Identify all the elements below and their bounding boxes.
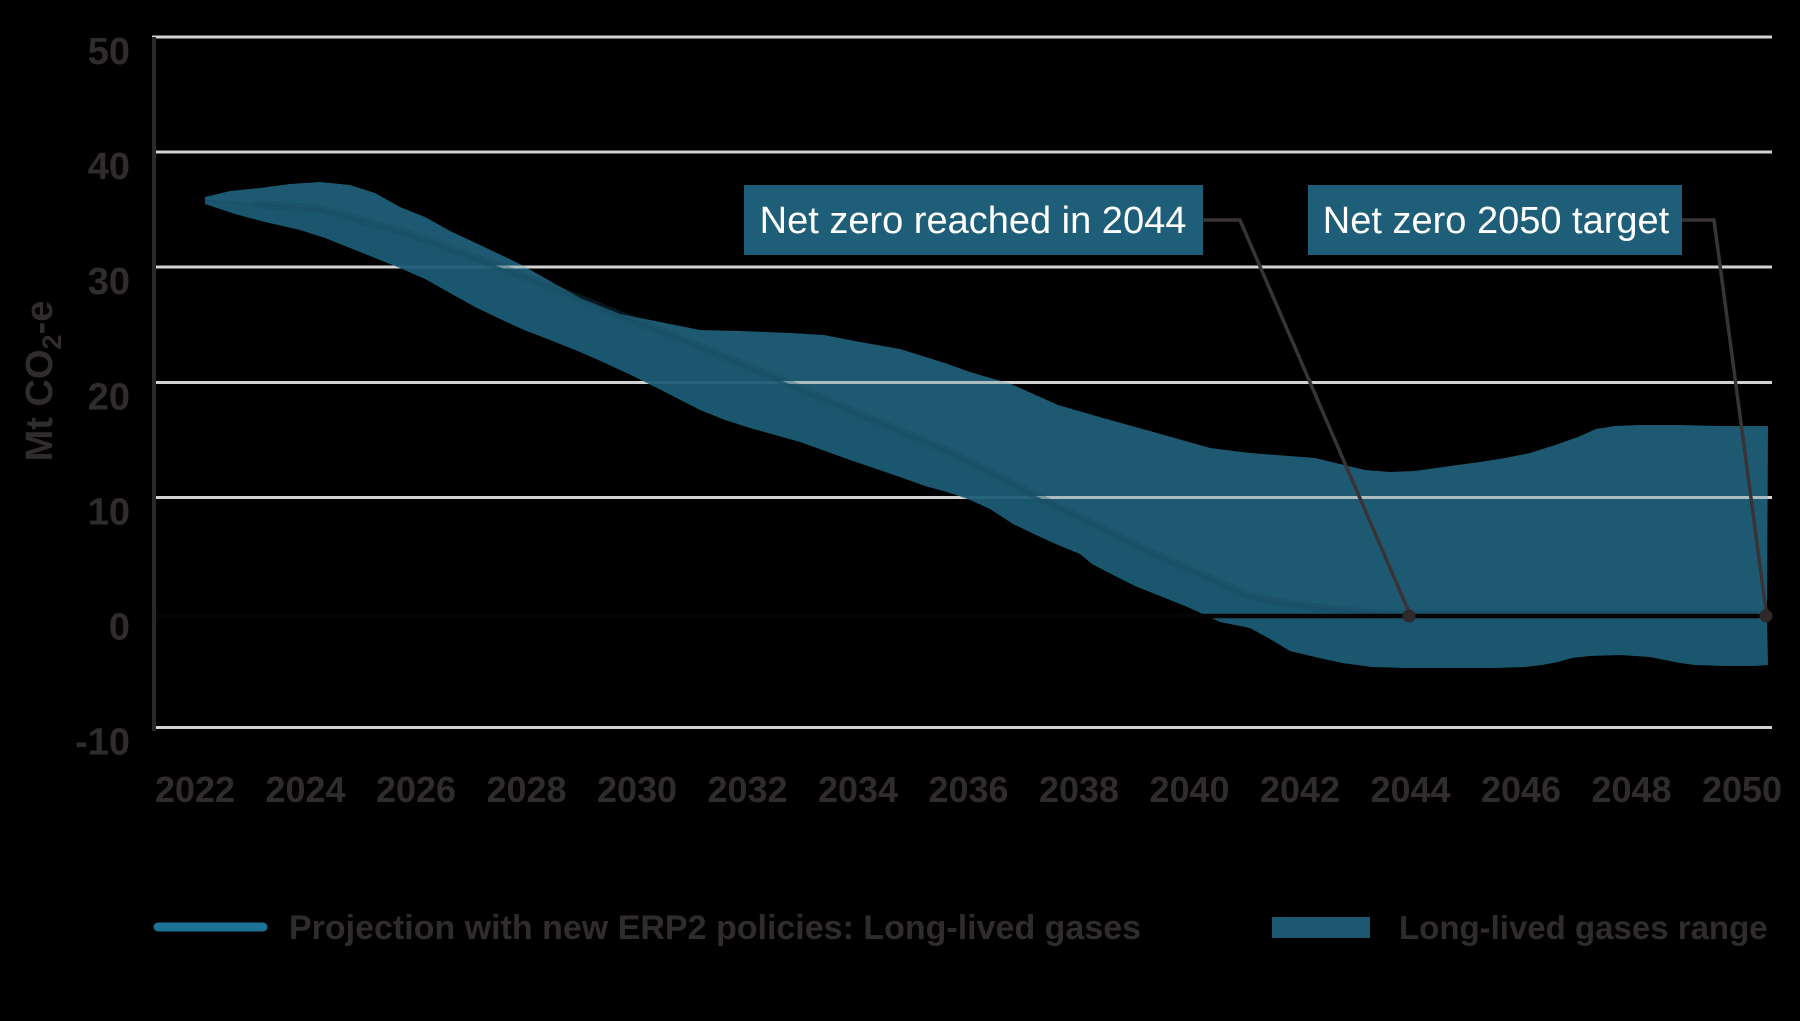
svg-text:Mt CO2-e: Mt CO2-e — [19, 301, 67, 462]
svg-text:2048: 2048 — [1591, 769, 1671, 810]
svg-text:2022: 2022 — [155, 769, 235, 810]
svg-text:Net zero 2050 target: Net zero 2050 target — [1323, 200, 1670, 242]
svg-text:50: 50 — [88, 31, 130, 73]
svg-text:2042: 2042 — [1260, 769, 1340, 810]
svg-text:2036: 2036 — [928, 769, 1008, 810]
svg-text:Net zero reached in 2044: Net zero reached in 2044 — [760, 200, 1187, 242]
svg-text:Long-lived gases range: Long-lived gases range — [1399, 909, 1768, 946]
svg-text:2032: 2032 — [707, 769, 787, 810]
svg-text:2044: 2044 — [1370, 769, 1450, 810]
svg-text:2030: 2030 — [597, 769, 677, 810]
svg-text:30: 30 — [88, 261, 130, 303]
svg-text:10: 10 — [88, 492, 130, 534]
svg-text:2050: 2050 — [1702, 769, 1782, 810]
svg-text:0: 0 — [109, 607, 130, 649]
svg-text:2034: 2034 — [818, 769, 898, 810]
svg-text:2046: 2046 — [1481, 769, 1561, 810]
svg-text:40: 40 — [88, 146, 130, 188]
svg-text:2026: 2026 — [376, 769, 456, 810]
svg-text:20: 20 — [88, 377, 130, 419]
svg-text:2038: 2038 — [1039, 769, 1119, 810]
svg-text:Projection with new ERP2 polic: Projection with new ERP2 policies: Long-… — [289, 909, 1141, 947]
svg-text:2024: 2024 — [265, 769, 345, 810]
svg-text:2040: 2040 — [1149, 769, 1229, 810]
svg-text:2028: 2028 — [486, 769, 566, 810]
svg-text:-10: -10 — [75, 722, 130, 764]
